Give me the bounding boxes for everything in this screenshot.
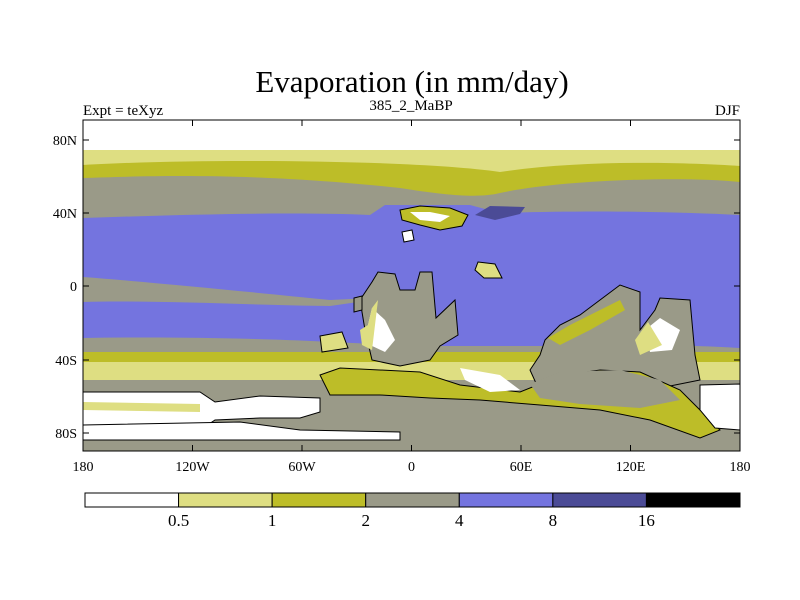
colorbar-swatch [84,492,180,508]
lon-tick-label: 60W [288,460,316,475]
southern-east-land [699,383,740,431]
lon-tick-label: 180 [730,460,751,475]
lat-tick-label: 80N [53,134,77,149]
latitude-axis: 80N 40N 0 40S 80S [53,134,740,442]
lon-tick-label: 60E [510,460,533,475]
west-coast-islet [353,295,363,313]
colorbar-swatch [552,492,647,508]
equatorial-gray-tongue [83,277,372,306]
season-label: DJF [715,103,740,119]
southern-continent-dry [460,368,520,392]
lon-tick-label: 0 [408,460,415,475]
lat-tick-label: 80S [55,427,77,442]
colorbar-swatch [365,492,460,508]
colorbar-level-label: 16 [638,511,655,530]
colorbar-level-label: 8 [549,511,558,530]
colorbar-level-label: 4 [455,511,464,530]
map-plot [83,120,740,451]
island-1 [401,229,415,243]
colorbar-swatch [458,492,554,508]
time-period-label: 385_2_MaBP [369,98,452,114]
figure-title: Evaporation (in mm/day) [255,64,568,99]
colorbar-swatch [645,492,741,508]
lat-tick-label: 0 [70,280,77,295]
experiment-label: Expt = teXyz [83,103,163,119]
antarctic-edge [83,402,200,412]
east-arid-margin [635,322,662,355]
lon-tick-label: 120E [616,460,646,475]
colorbar-level-label: 1 [268,511,277,530]
colorbar: 0.5 1 2 4 8 16 [84,492,741,530]
dark-blue-patch [475,206,525,220]
lon-tick-label: 180 [73,460,94,475]
west-coast-land [319,331,349,353]
east-continent-margin [548,300,625,345]
africa-margin [360,300,378,350]
colorbar-level-label: 0.5 [168,511,189,530]
colorbar-swatch [271,492,367,508]
lon-tick-label: 120W [175,460,210,475]
northern-landmass-core [410,212,450,222]
lat-tick-label: 40S [55,354,77,369]
colorbar-level-label: 2 [361,511,370,530]
longitude-axis: 180 120W 60W 0 60E 120E 180 [73,120,751,475]
southern-continent-gray [530,370,680,408]
antarctic-land-south [83,421,401,441]
lat-tick-label: 40N [53,207,77,222]
island-2 [474,261,503,279]
colorbar-swatch [178,492,273,508]
